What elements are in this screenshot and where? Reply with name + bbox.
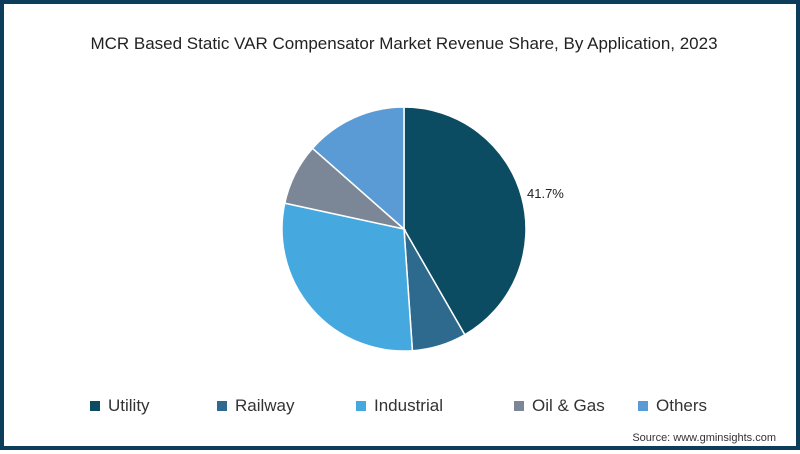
legend-item-others: Others [638,396,707,416]
source-text: Source: www.gminsights.com [632,432,776,444]
legend-label: Railway [235,396,295,415]
legend-label: Others [656,396,708,415]
legend-item-utility: Utility [90,396,150,416]
pie-chart [281,106,527,352]
utility-percent-label: 41.7% [527,186,564,201]
legend-swatch [638,401,648,411]
pie-slice-others [311,106,405,231]
legend-label: Industrial [374,396,443,415]
legend-item-railway: Railway [217,396,295,416]
legend-label: Utility [108,396,150,415]
pie-slice-industrial [281,202,414,352]
legend-swatch [356,401,366,411]
chart-title: MCR Based Static VAR Compensator Market … [90,34,718,53]
legend-item-industrial: Industrial [356,396,443,416]
legend-item-oil-gas: Oil & Gas [514,396,605,416]
legend-label: Oil & Gas [532,396,605,415]
legend-swatch [217,401,227,411]
legend-swatch [514,401,524,411]
pie-slice-utility [403,106,527,336]
legend-swatch [90,401,100,411]
